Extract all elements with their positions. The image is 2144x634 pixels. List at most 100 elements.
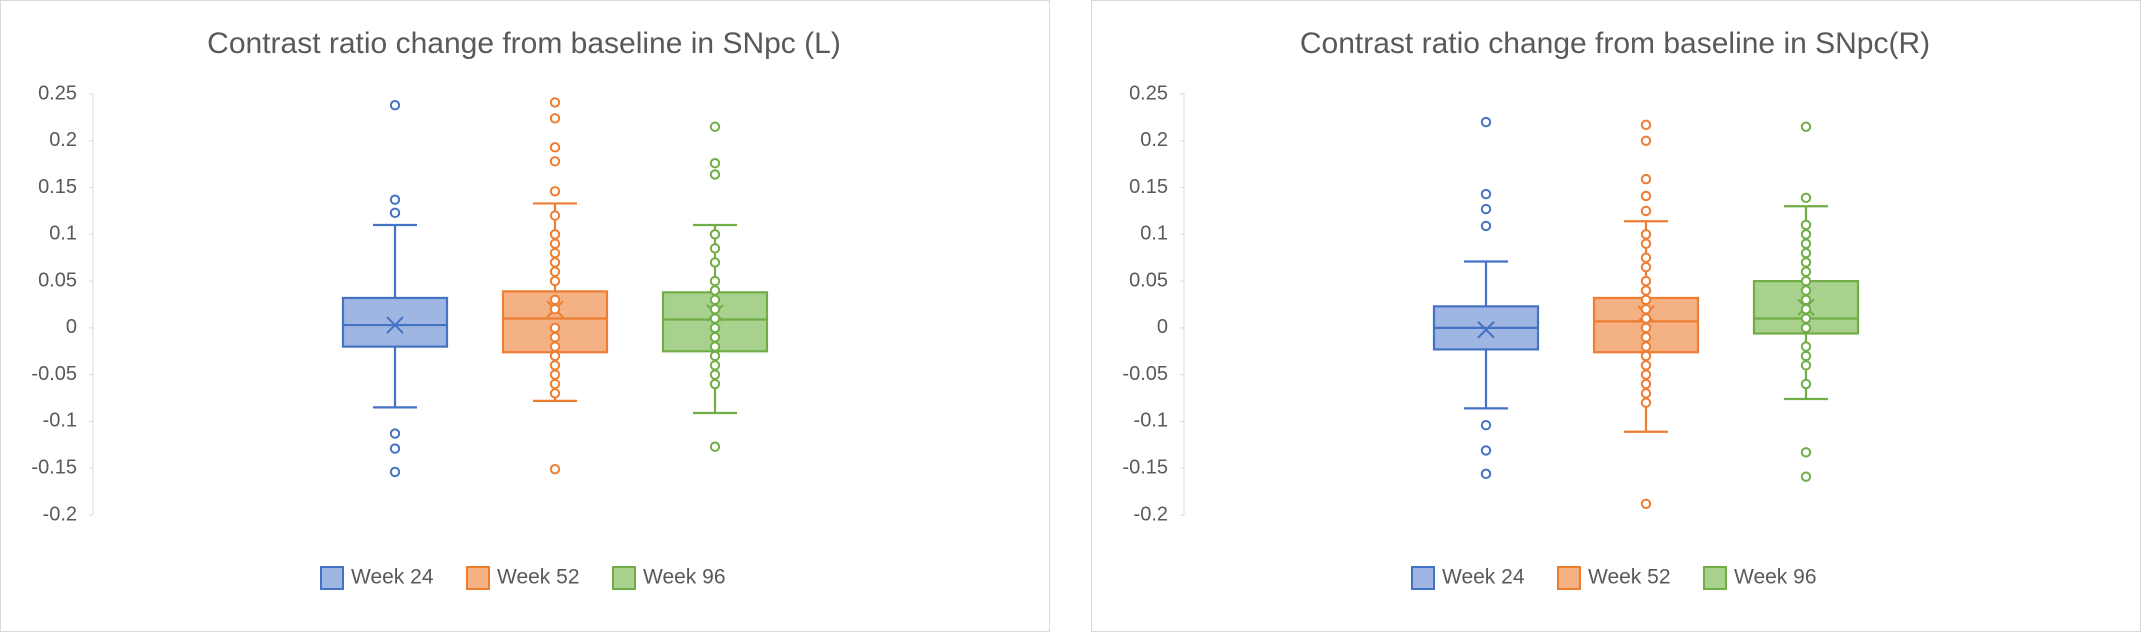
data-point bbox=[389, 428, 401, 439]
data-point bbox=[1800, 247, 1812, 259]
data-point bbox=[709, 257, 721, 268]
data-point bbox=[709, 158, 721, 169]
data-point bbox=[1480, 419, 1492, 431]
data-point bbox=[1640, 173, 1652, 185]
data-point bbox=[549, 229, 561, 240]
data-point bbox=[1640, 313, 1652, 324]
data-point bbox=[1800, 350, 1812, 362]
data-point bbox=[1800, 447, 1812, 458]
data-point bbox=[1640, 238, 1652, 249]
data-point bbox=[1640, 252, 1652, 263]
data-point bbox=[1800, 266, 1812, 277]
chart-title: Contrast ratio change from baseline in S… bbox=[207, 27, 841, 60]
data-point bbox=[549, 388, 561, 399]
data-point bbox=[709, 332, 721, 343]
y-tick-label: 0 bbox=[1157, 316, 1168, 338]
data-point bbox=[389, 443, 401, 454]
data-point bbox=[709, 378, 721, 390]
y-tick-label: -0.05 bbox=[1122, 363, 1168, 385]
legend-label: Week 52 bbox=[497, 566, 580, 589]
data-point bbox=[1640, 332, 1652, 343]
data-point bbox=[709, 229, 721, 240]
data-point bbox=[1800, 238, 1812, 249]
mean-marker bbox=[1477, 321, 1495, 339]
y-tick-label: -0.15 bbox=[1122, 457, 1168, 479]
data-point bbox=[1640, 341, 1652, 352]
data-point bbox=[1480, 203, 1492, 215]
data-point bbox=[1640, 369, 1652, 380]
data-point bbox=[1480, 468, 1492, 480]
data-point bbox=[1480, 188, 1492, 200]
data-point bbox=[389, 100, 401, 111]
data-point bbox=[1640, 378, 1652, 390]
data-point bbox=[549, 156, 561, 167]
data-point bbox=[1480, 220, 1492, 232]
data-point bbox=[1640, 294, 1652, 306]
data-point bbox=[1800, 313, 1812, 324]
y-tick-label: 0.1 bbox=[1140, 223, 1168, 245]
data-point bbox=[549, 142, 561, 153]
data-point bbox=[1800, 360, 1812, 371]
data-point bbox=[549, 378, 561, 390]
data-point bbox=[549, 360, 561, 371]
data-point bbox=[1800, 378, 1812, 390]
y-tick-label: 0.25 bbox=[38, 82, 77, 104]
data-point bbox=[709, 369, 721, 380]
data-point bbox=[1640, 285, 1652, 296]
legend-label: Week 96 bbox=[643, 566, 726, 589]
data-point bbox=[709, 121, 721, 132]
data-point bbox=[709, 243, 721, 254]
y-tick-label: 0.25 bbox=[1129, 82, 1168, 104]
data-point bbox=[549, 275, 561, 287]
data-point bbox=[1800, 121, 1812, 132]
y-tick-label: -0.1 bbox=[1134, 410, 1168, 432]
data-point bbox=[1800, 257, 1812, 268]
y-tick-label: -0.2 bbox=[1134, 503, 1168, 525]
y-tick-label: 0.1 bbox=[49, 223, 77, 245]
data-point bbox=[1640, 397, 1652, 408]
data-point bbox=[549, 322, 561, 334]
data-point bbox=[1640, 229, 1652, 240]
data-point bbox=[1800, 219, 1812, 231]
data-point bbox=[1640, 190, 1652, 202]
data-point bbox=[549, 303, 561, 315]
data-point bbox=[549, 266, 561, 277]
data-point bbox=[1640, 275, 1652, 287]
data-point bbox=[709, 275, 721, 287]
data-point bbox=[709, 313, 721, 324]
data-point bbox=[549, 238, 561, 249]
data-point bbox=[709, 169, 721, 180]
legend-label: Week 52 bbox=[1588, 566, 1671, 589]
data-point bbox=[1640, 388, 1652, 399]
data-point bbox=[1800, 471, 1812, 482]
data-point bbox=[709, 350, 721, 362]
data-point bbox=[1800, 285, 1812, 296]
data-point bbox=[709, 322, 721, 334]
data-point bbox=[709, 294, 721, 306]
data-point bbox=[1640, 350, 1652, 362]
data-point bbox=[389, 194, 401, 205]
data-point bbox=[709, 303, 721, 315]
data-point bbox=[1480, 116, 1492, 128]
data-point bbox=[1640, 205, 1652, 217]
data-point bbox=[1640, 261, 1652, 273]
y-tick-label: 0.05 bbox=[38, 269, 77, 291]
data-point bbox=[549, 463, 561, 475]
y-tick-label: 0.05 bbox=[1129, 269, 1168, 291]
legend-label: Week 24 bbox=[1442, 566, 1525, 589]
legend-swatch bbox=[612, 566, 636, 590]
data-point bbox=[549, 186, 561, 197]
data-point bbox=[1480, 445, 1492, 456]
data-point bbox=[549, 350, 561, 362]
y-tick-label: 0.2 bbox=[1140, 129, 1168, 151]
mean-marker bbox=[386, 316, 404, 334]
data-point bbox=[1800, 341, 1812, 352]
data-point bbox=[549, 294, 561, 306]
data-point bbox=[1640, 119, 1652, 131]
legend-swatch bbox=[1557, 566, 1581, 590]
legend-label: Week 96 bbox=[1734, 566, 1817, 589]
data-point bbox=[549, 341, 561, 352]
y-tick-label: 0.2 bbox=[49, 129, 77, 151]
data-point bbox=[1640, 135, 1652, 146]
